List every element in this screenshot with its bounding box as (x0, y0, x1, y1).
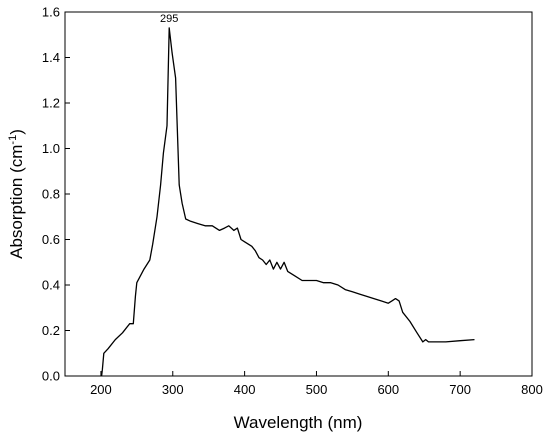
y-tick-label-1.2: 1.2 (42, 96, 60, 111)
y-tick-label-1.6: 1.6 (42, 5, 60, 20)
x-tick-label-800: 800 (521, 382, 543, 397)
y-tick-label-0.4: 0.4 (42, 278, 60, 293)
x-tick-label-200: 200 (90, 382, 112, 397)
y-tick-label-0.6: 0.6 (42, 232, 60, 247)
x-tick-label-300: 300 (162, 382, 184, 397)
y-tick-label-1.0: 1.0 (42, 141, 60, 156)
x-tick-label-500: 500 (306, 382, 328, 397)
y-axis-title-superscript: -1 (7, 135, 19, 145)
x-axis-title: Wavelength (nm) (234, 413, 363, 432)
y-axis-title-main: Absorption (cm (7, 145, 26, 259)
y-axis-title-close: ) (7, 129, 26, 135)
y-axis-title: Absorption (cm-1) (7, 129, 26, 259)
x-tick-label-700: 700 (449, 382, 471, 397)
y-tick-label-0.0: 0.0 (42, 369, 60, 384)
y-tick-label-1.4: 1.4 (42, 50, 60, 65)
annotations: 295 (160, 13, 178, 25)
y-tick-label-0.8: 0.8 (42, 187, 60, 202)
tick-marks (65, 11, 533, 377)
tick-labels: 200 300 400 500 600 700 800 0.0 0.2 0.4 0.6 0.8 1.0 1… (42, 5, 543, 398)
plot-frame (64, 11, 533, 377)
x-tick-label-600: 600 (377, 382, 399, 397)
x-tick-label-400: 400 (234, 382, 256, 397)
absorption-line (100, 27, 475, 377)
y-tick-label-0.2: 0.2 (42, 323, 60, 338)
peak-annotation: 295 (160, 13, 178, 25)
